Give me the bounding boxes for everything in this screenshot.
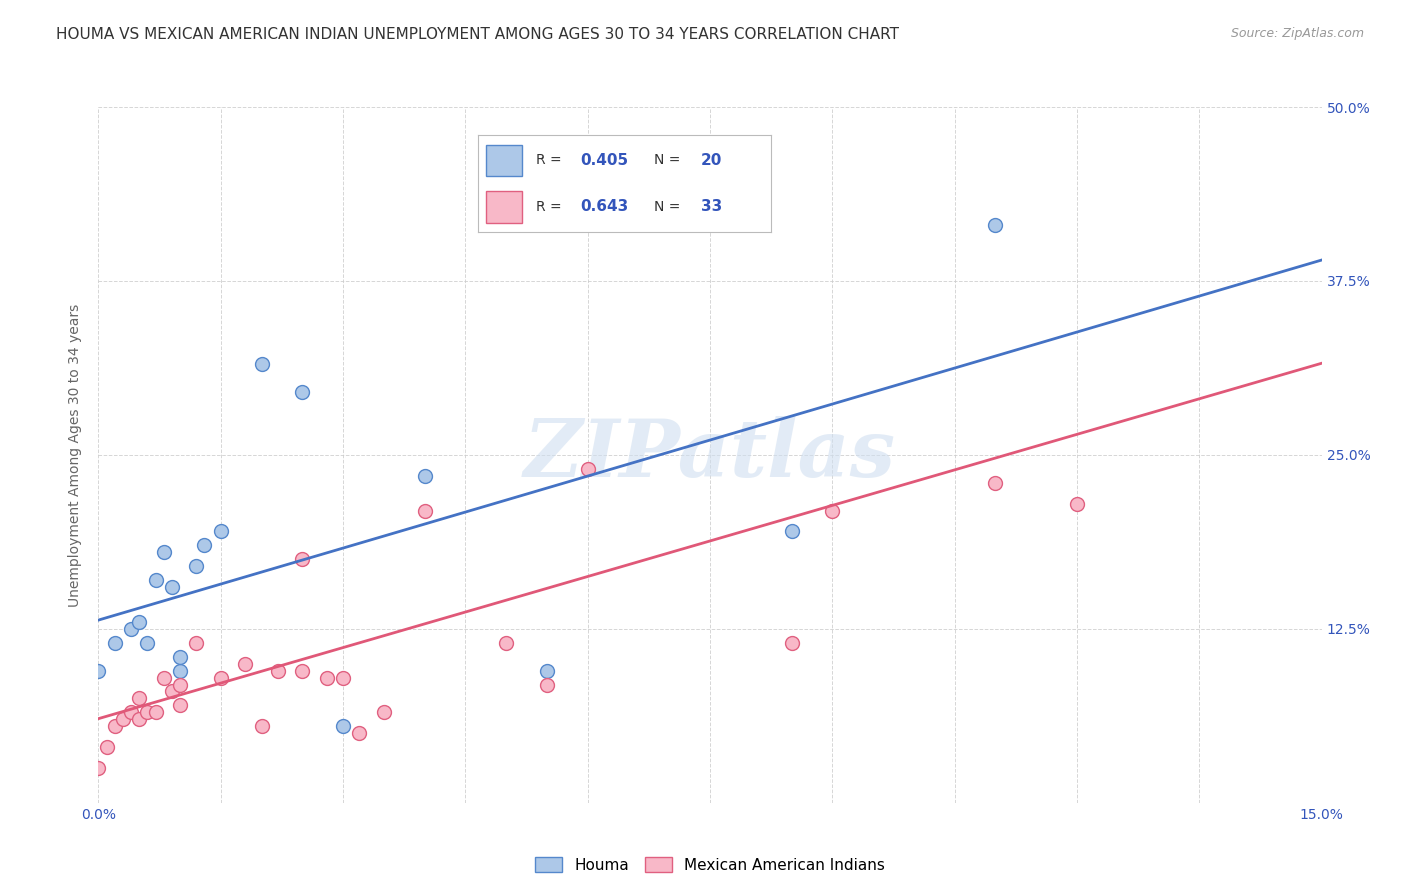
Point [1066, 497, 1088, 511]
Point [233, 657, 256, 671]
Text: R =: R = [536, 153, 567, 167]
Point [984, 219, 1007, 233]
Point [160, 684, 183, 698]
Point [984, 475, 1007, 490]
Point [160, 580, 183, 594]
Point [617, 190, 640, 204]
Text: N =: N = [654, 153, 685, 167]
Point [267, 664, 290, 678]
Point [332, 671, 354, 685]
Point [193, 538, 215, 552]
Point [536, 664, 558, 678]
Text: 0.405: 0.405 [581, 153, 628, 168]
Bar [486, 145, 522, 176]
Bar [486, 192, 522, 222]
Point [120, 622, 142, 636]
Text: 0.643: 0.643 [581, 200, 628, 214]
Point [576, 462, 599, 476]
Point [373, 706, 395, 720]
Point [209, 671, 232, 685]
Point [136, 636, 159, 650]
Point [111, 712, 134, 726]
Text: HOUMA VS MEXICAN AMERICAN INDIAN UNEMPLOYMENT AMONG AGES 30 TO 34 YEARS CORRELAT: HOUMA VS MEXICAN AMERICAN INDIAN UNEMPLO… [56, 27, 900, 42]
Text: 33: 33 [700, 200, 723, 214]
Point [291, 552, 314, 566]
Point [291, 385, 314, 400]
Point [169, 649, 191, 664]
Point [250, 358, 273, 372]
Point [128, 712, 150, 726]
Point [332, 719, 354, 733]
Point [128, 691, 150, 706]
Point [250, 719, 273, 733]
Text: Source: ZipAtlas.com: Source: ZipAtlas.com [1230, 27, 1364, 40]
Point [291, 664, 314, 678]
Y-axis label: Unemployment Among Ages 30 to 34 years: Unemployment Among Ages 30 to 34 years [69, 303, 83, 607]
Point [128, 615, 150, 629]
Point [349, 726, 371, 740]
Point [186, 559, 208, 574]
Point [120, 706, 142, 720]
Point [780, 636, 803, 650]
Point [136, 706, 159, 720]
Point [780, 524, 803, 539]
Point [169, 698, 191, 713]
Text: ZIPatlas: ZIPatlas [524, 417, 896, 493]
Point [495, 636, 517, 650]
Point [169, 677, 191, 691]
Point [186, 636, 208, 650]
Point [152, 671, 174, 685]
Point [145, 573, 167, 587]
Legend: Houma, Mexican American Indians: Houma, Mexican American Indians [529, 850, 891, 879]
Point [145, 706, 167, 720]
Point [169, 664, 191, 678]
Text: N =: N = [654, 200, 685, 214]
Point [96, 740, 118, 755]
Point [87, 761, 110, 775]
Point [413, 468, 436, 483]
Point [209, 524, 232, 539]
Point [821, 503, 844, 517]
Point [87, 664, 110, 678]
Point [315, 671, 337, 685]
Point [413, 503, 436, 517]
Text: 20: 20 [700, 153, 723, 168]
Point [152, 545, 174, 559]
Text: R =: R = [536, 200, 567, 214]
Point [104, 719, 127, 733]
Point [104, 636, 127, 650]
Point [536, 677, 558, 691]
